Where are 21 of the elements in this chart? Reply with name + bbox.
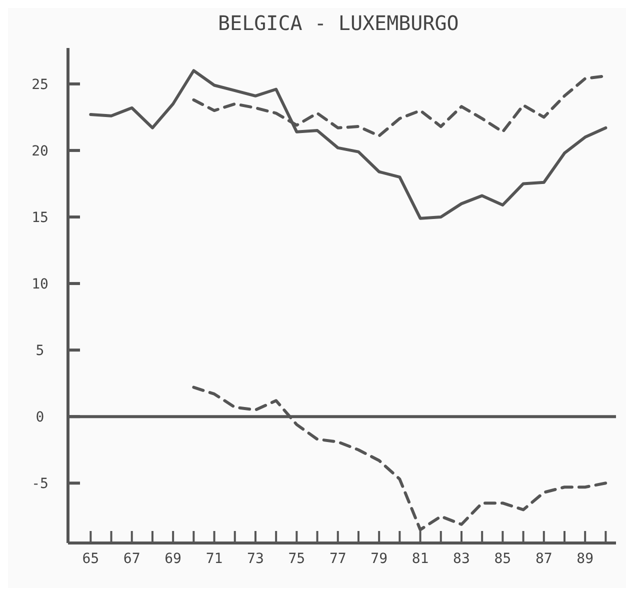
x-tick-label: 75 (288, 551, 306, 567)
y-tick-label: 10 (32, 276, 48, 292)
x-tick-label: 67 (123, 551, 140, 567)
x-tick-label: 65 (82, 551, 100, 567)
x-tick-label: 83 (453, 551, 470, 567)
chart-title: BELGICA - LUXEMBURGO (218, 11, 459, 35)
x-tick-label: 89 (576, 551, 594, 567)
y-tick-label: 5 (36, 342, 44, 359)
x-tick-label: 87 (535, 551, 552, 567)
x-tick-label: 81 (412, 551, 429, 567)
x-tick-label: 73 (247, 551, 264, 567)
y-tick-label: 25 (32, 76, 48, 93)
x-tick-label: 77 (329, 551, 346, 567)
y-tick-label: 20 (32, 143, 48, 160)
x-tick-label: 69 (164, 551, 182, 567)
x-tick-label: 79 (370, 551, 388, 567)
y-tick-label: 15 (32, 210, 48, 226)
x-tick-label: 85 (494, 551, 512, 567)
x-tick-label: 71 (206, 551, 223, 567)
y-tick-label: 0 (36, 409, 44, 426)
y-tick-label: -5 (32, 476, 48, 492)
